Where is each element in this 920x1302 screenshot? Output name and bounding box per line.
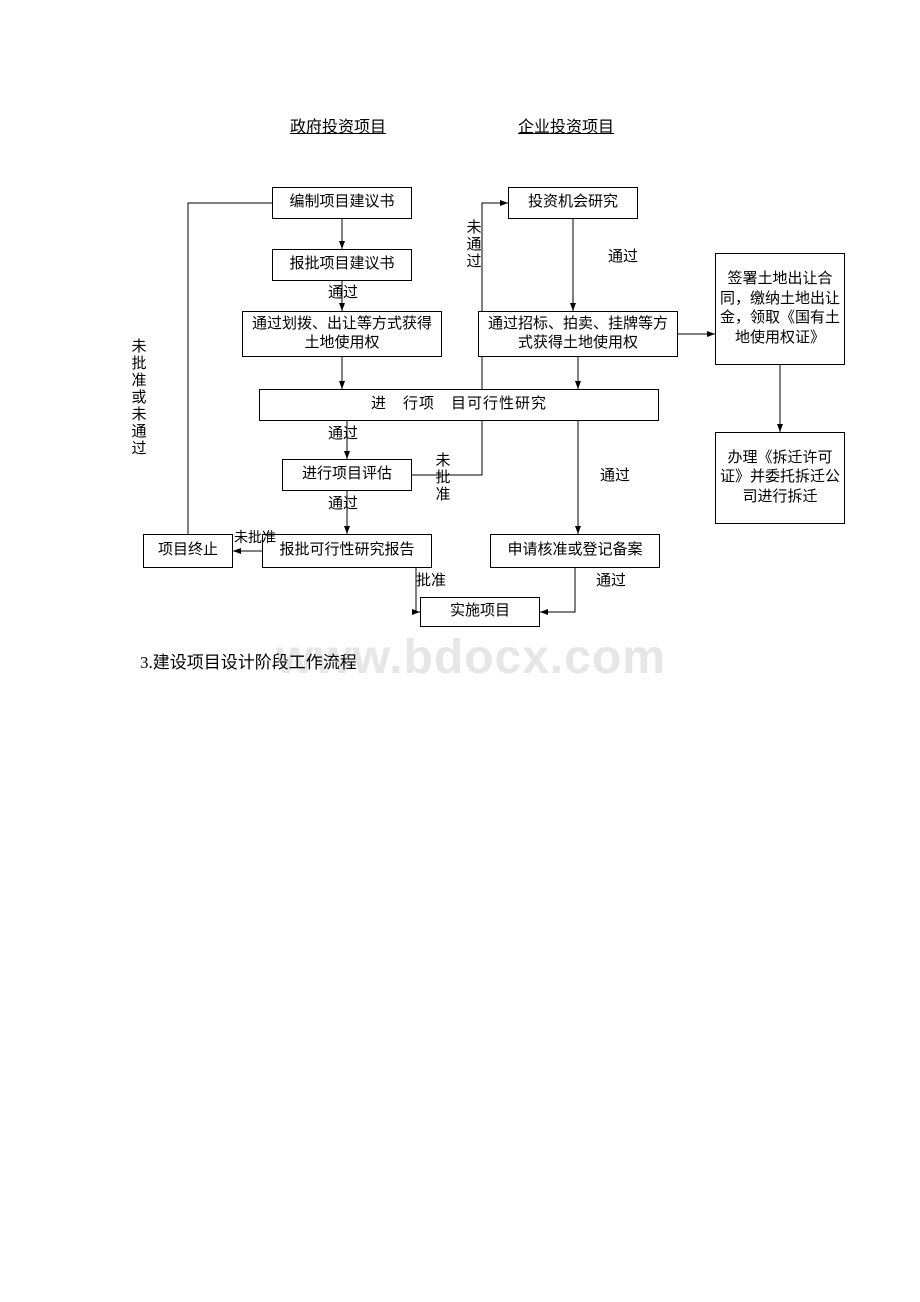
node-compile-proposal: 编制项目建议书	[272, 187, 412, 219]
node-feasibility: 进 行项 目可行性研究	[259, 389, 659, 421]
flowchart-edges	[0, 0, 920, 1302]
label-pass-3: 通过	[328, 425, 358, 445]
label-pass-1: 通过	[328, 284, 358, 304]
caption: 3.建设项目设计阶段工作流程	[140, 648, 357, 673]
node-investment-study: 投资机会研究	[508, 187, 638, 219]
node-terminate: 项目终止	[143, 534, 233, 568]
page: www.bdocx.com 政府投资项目 企业投资项目	[0, 0, 920, 1302]
node-submit-feasibility: 报批可行性研究报告	[262, 534, 432, 568]
label-fail-left: 未批准或未通过	[127, 338, 147, 457]
label-fail-1: 未批准	[234, 530, 276, 548]
node-gov-land: 通过划拨、出让等方式获得土地使用权	[242, 311, 442, 357]
label-pass-5: 通过	[600, 467, 630, 487]
node-ent-land: 通过招标、拍卖、挂牌等方式获得土地使用权	[478, 311, 678, 357]
node-land-contract: 签署土地出让合同，缴纳土地出让金，领取《国有土地使用权证》	[715, 253, 845, 365]
node-submit-proposal: 报批项目建议书	[272, 249, 412, 281]
label-fail-v1: 未通过	[462, 219, 482, 270]
label-fail-v2: 未批准	[431, 452, 451, 503]
label-pass-2: 通过	[608, 248, 638, 268]
label-pass-6: 通过	[596, 572, 626, 592]
label-approve: 批准	[416, 572, 446, 592]
node-demolition-permit: 办理《拆迁许可证》并委托拆迁公司进行拆迁	[715, 432, 845, 524]
node-implement: 实施项目	[420, 597, 540, 627]
node-evaluation: 进行项目评估	[282, 459, 412, 491]
node-apply-approval: 申请核准或登记备案	[490, 534, 660, 568]
label-pass-4: 通过	[328, 495, 358, 515]
